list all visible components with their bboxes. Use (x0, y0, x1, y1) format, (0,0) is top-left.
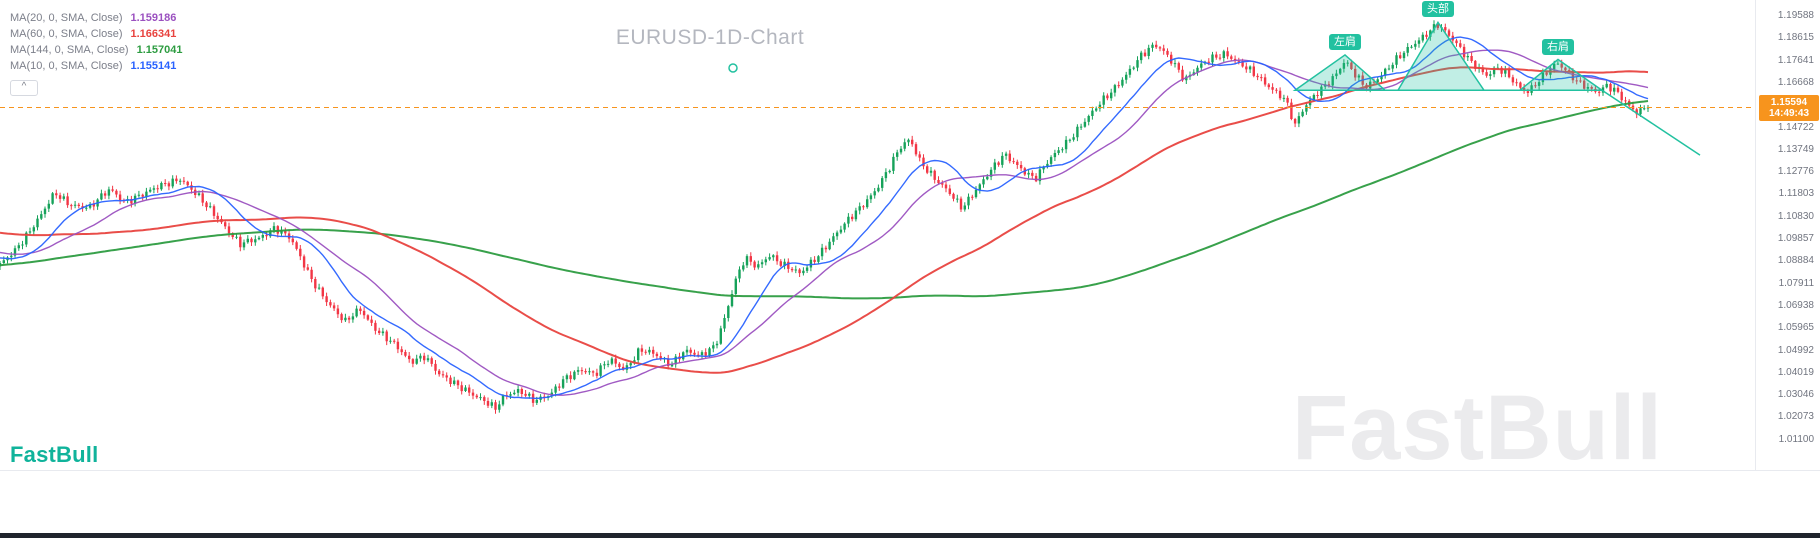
price-tick: 1.17641 (1777, 54, 1814, 66)
price-tick: 1.11803 (1778, 188, 1814, 200)
marker-circle (728, 63, 738, 73)
current-price: 1.15594 (1770, 96, 1808, 108)
legend-item-ma144[interactable]: MA(144, 0, SMA, Close) 1.157041 (10, 42, 182, 58)
price-tick: 1.13749 (1777, 143, 1814, 155)
price-tick: 1.09857 (1777, 233, 1814, 245)
price-tick: 1.01100 (1778, 433, 1814, 445)
current-price-badge: 1.15594 14:49:43 (1759, 94, 1819, 121)
price-tick: 1.16668 (1777, 76, 1814, 88)
price-tick: 1.04019 (1777, 366, 1814, 378)
price-tick: 1.18615 (1777, 32, 1814, 44)
legend-label: MA(60, 0, SMA, Close) (10, 28, 123, 40)
legend-value: 1.155141 (130, 60, 177, 72)
price-tick: 1.03046 (1777, 389, 1814, 401)
legend-label: MA(20, 0, SMA, Close) (10, 12, 123, 24)
price-tick: 1.07911 (1778, 277, 1814, 289)
legend-label: MA(10, 0, SMA, Close) (10, 60, 123, 72)
legend-value: 1.157041 (136, 44, 183, 56)
legend-item-ma10[interactable]: MA(10, 0, SMA, Close) 1.155141 (10, 58, 182, 74)
bottom-bar (0, 533, 1820, 538)
time-axis[interactable] (0, 470, 1820, 534)
legend-label: MA(144, 0, SMA, Close) (10, 44, 129, 56)
pattern-label-head[interactable]: 头部 (1422, 1, 1454, 18)
countdown-timer: 14:49:43 (1768, 107, 1810, 119)
legend-item-ma60[interactable]: MA(60, 0, SMA, Close) 1.166341 (10, 26, 182, 42)
price-tick: 1.10830 (1777, 210, 1814, 222)
legend-value: 1.159186 (130, 12, 177, 24)
pattern-label-right-shoulder[interactable]: 右肩 (1542, 38, 1574, 55)
price-tick: 1.02073 (1777, 411, 1814, 423)
price-tick: 1.19588 (1777, 9, 1814, 21)
ma-legend: MA(20, 0, SMA, Close) 1.159186 MA(60, 0, … (10, 10, 182, 74)
pattern-label-left-shoulder[interactable]: 左肩 (1329, 33, 1361, 50)
price-tick: 1.14722 (1777, 121, 1814, 133)
price-tick: 1.04992 (1777, 344, 1814, 356)
legend-collapse-button[interactable]: ^ (10, 80, 38, 96)
price-tick: 1.08884 (1777, 255, 1814, 267)
price-tick: 1.06938 (1777, 299, 1814, 311)
price-tick: 1.12776 (1777, 166, 1814, 178)
watermark: FastBull (1292, 377, 1663, 479)
price-axis[interactable]: 1.19588 1.18615 1.17641 1.16668 1.14722 1.137… (1755, 0, 1820, 470)
price-tick: 1.05965 (1777, 322, 1814, 334)
legend-item-ma20[interactable]: MA(20, 0, SMA, Close) 1.159186 (10, 10, 182, 26)
chart-title: EURUSD-1D-Chart (615, 26, 805, 49)
fastbull-logo: FastBull (10, 442, 99, 467)
legend-value: 1.166341 (130, 28, 177, 40)
